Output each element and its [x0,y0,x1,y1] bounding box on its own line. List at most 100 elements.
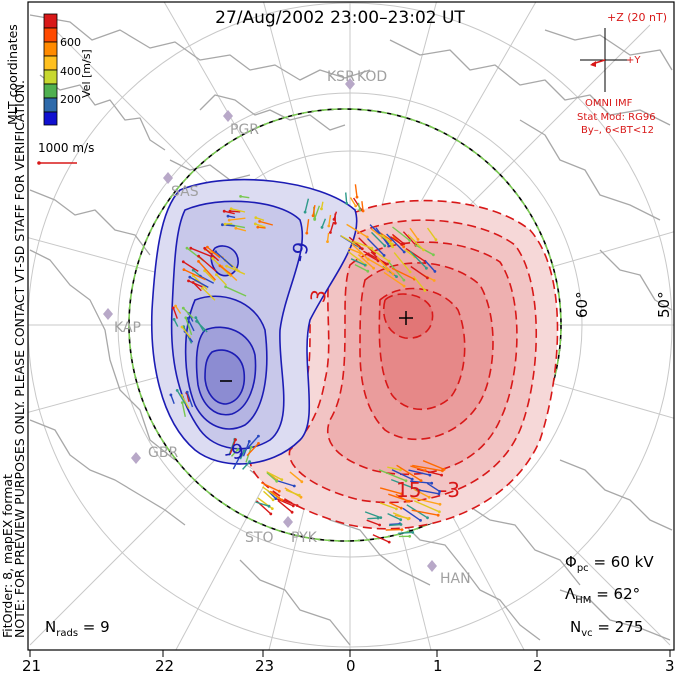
velocity-vector-origin [419,519,422,522]
velocity-vector-origin [437,514,440,517]
velocity-vector-origin [392,273,395,276]
velocity-vector-origin [181,326,184,329]
velocity-vector-origin [248,460,251,463]
velocity-vector-origin [388,541,391,544]
velocity-vector-origin [403,251,406,254]
phi-pc-readout: Φpc = 60 kV [565,553,654,574]
velocity-vector-origin [182,260,185,263]
velocity-vector-origin [293,485,296,488]
velocity-vector-origin [228,219,231,222]
velocity-vector-origin [298,494,301,497]
contour-label-neg-lower: -9 [222,438,246,465]
velocity-vector-origin [275,480,278,483]
scale-label: 1000 m/s [38,141,94,155]
velocity-vector-origin [356,196,359,199]
velocity-vector-origin [215,273,218,276]
velocity-vector-origin [224,223,227,226]
velocity-vector-origin [320,208,323,211]
velocity-vector-origin [326,240,329,243]
latitude-label-60: 60° [573,291,591,318]
preview-note: NOTE: FOR PREVIEW PURPOSES ONLY. PLEASE … [12,80,27,638]
velocity-vector-origin [388,245,391,248]
velocity-vector-origin [403,285,406,288]
velocity-vector-origin [313,218,316,221]
velocity-vector-origin [391,243,394,246]
velocity-vector-origin [383,244,386,247]
station-label-pgr: PGR [230,122,259,138]
velocity-vector-origin [408,239,411,242]
velocity-vector-origin [188,276,191,279]
colorbar-tick-400: 400 [60,65,81,78]
velocity-vector-origin [248,440,251,443]
velocity-vector-origin [426,516,429,519]
mlt-label-1: 1 [433,657,443,675]
velocity-vector-origin [327,225,330,228]
velocity-vector-origin [408,535,411,538]
colorbar-label: Vel [m/s] [80,49,93,98]
velocity-vector-origin [400,507,403,510]
mlt-label-22: 22 [155,657,174,675]
velocity-vector-origin [172,307,175,310]
velocity-vector-origin [194,316,197,319]
mlt-label-3: 3 [665,657,675,675]
velocity-vector [389,525,401,526]
velocity-vector-origin [256,226,259,229]
station-label-gbr: GBR [148,445,178,461]
velocity-vector [398,532,413,533]
velocity-vector-origin [268,505,271,508]
velocity-vector-origin [296,504,299,507]
velocity-vector-origin [257,442,260,445]
velocity-vector-origin [372,267,375,270]
velocity-vector-origin [195,320,198,323]
velocity-vector-origin [258,220,261,223]
velocity-vector-origin [239,195,242,198]
velocity-vector-origin [278,490,281,493]
velocity-vector-origin [430,482,433,485]
velocity-vector-origin [206,246,209,249]
velocity-vector-origin [186,247,189,250]
imf-condition: By–, 6<BT<12 [581,125,654,136]
velocity-vector-origin [400,523,403,526]
velocity-vector-origin [257,435,260,438]
velocity-vector-origin [254,216,257,219]
velocity-vector-origin [400,243,403,246]
velocity-vector-origin [271,507,274,510]
station-label-han: HAN [440,571,471,587]
imf-stat-model: Stat Mod: RG96 [577,112,656,123]
velocity-vector-origin [440,474,443,477]
velocity-vector-origin [174,305,177,308]
latitude-label-50: 50° [655,291,673,318]
velocity-vector-origin [211,257,214,260]
velocity-vector-origin [254,223,257,226]
velocity-vector-origin [181,401,184,404]
velocity-vector-origin [292,505,295,508]
contour-label-pos-15: 15 [396,478,421,502]
velocity-vector-origin [184,316,187,319]
velocity-vector-origin [403,279,406,282]
velocity-vector-origin [359,252,362,255]
mlt-label-23: 23 [255,657,274,675]
velocity-vector-origin [227,215,230,218]
velocity-vector-origin [387,269,390,272]
velocity-vector-origin [203,247,206,250]
mlt-label-21: 21 [22,657,41,675]
velocity-vector-origin [176,389,179,392]
velocity-vector-origin [329,231,332,234]
velocity-vector-origin [417,238,420,241]
velocity-vector-origin [424,289,427,292]
station-label-kap: KAP [114,320,141,336]
velocity-vector-origin [364,264,367,267]
velocity-vector-origin [438,510,441,513]
imf-bz-label: +Z (20 nT) [607,11,667,24]
velocity-vector-origin [230,207,233,210]
velocity-vector-origin [422,249,425,252]
velocity-vector-origin [221,223,224,226]
velocity-vector-origin [234,227,237,230]
velocity-vector-origin [409,271,412,274]
mlt-label-0: 0 [346,657,356,675]
velocity-vector-origin [407,518,410,521]
velocity-vector-origin [225,265,228,268]
colorbar-tick-200: 200 [60,93,81,106]
velocity-vector-origin [223,210,226,213]
contour-label-neg-upper: -9 [286,240,313,264]
